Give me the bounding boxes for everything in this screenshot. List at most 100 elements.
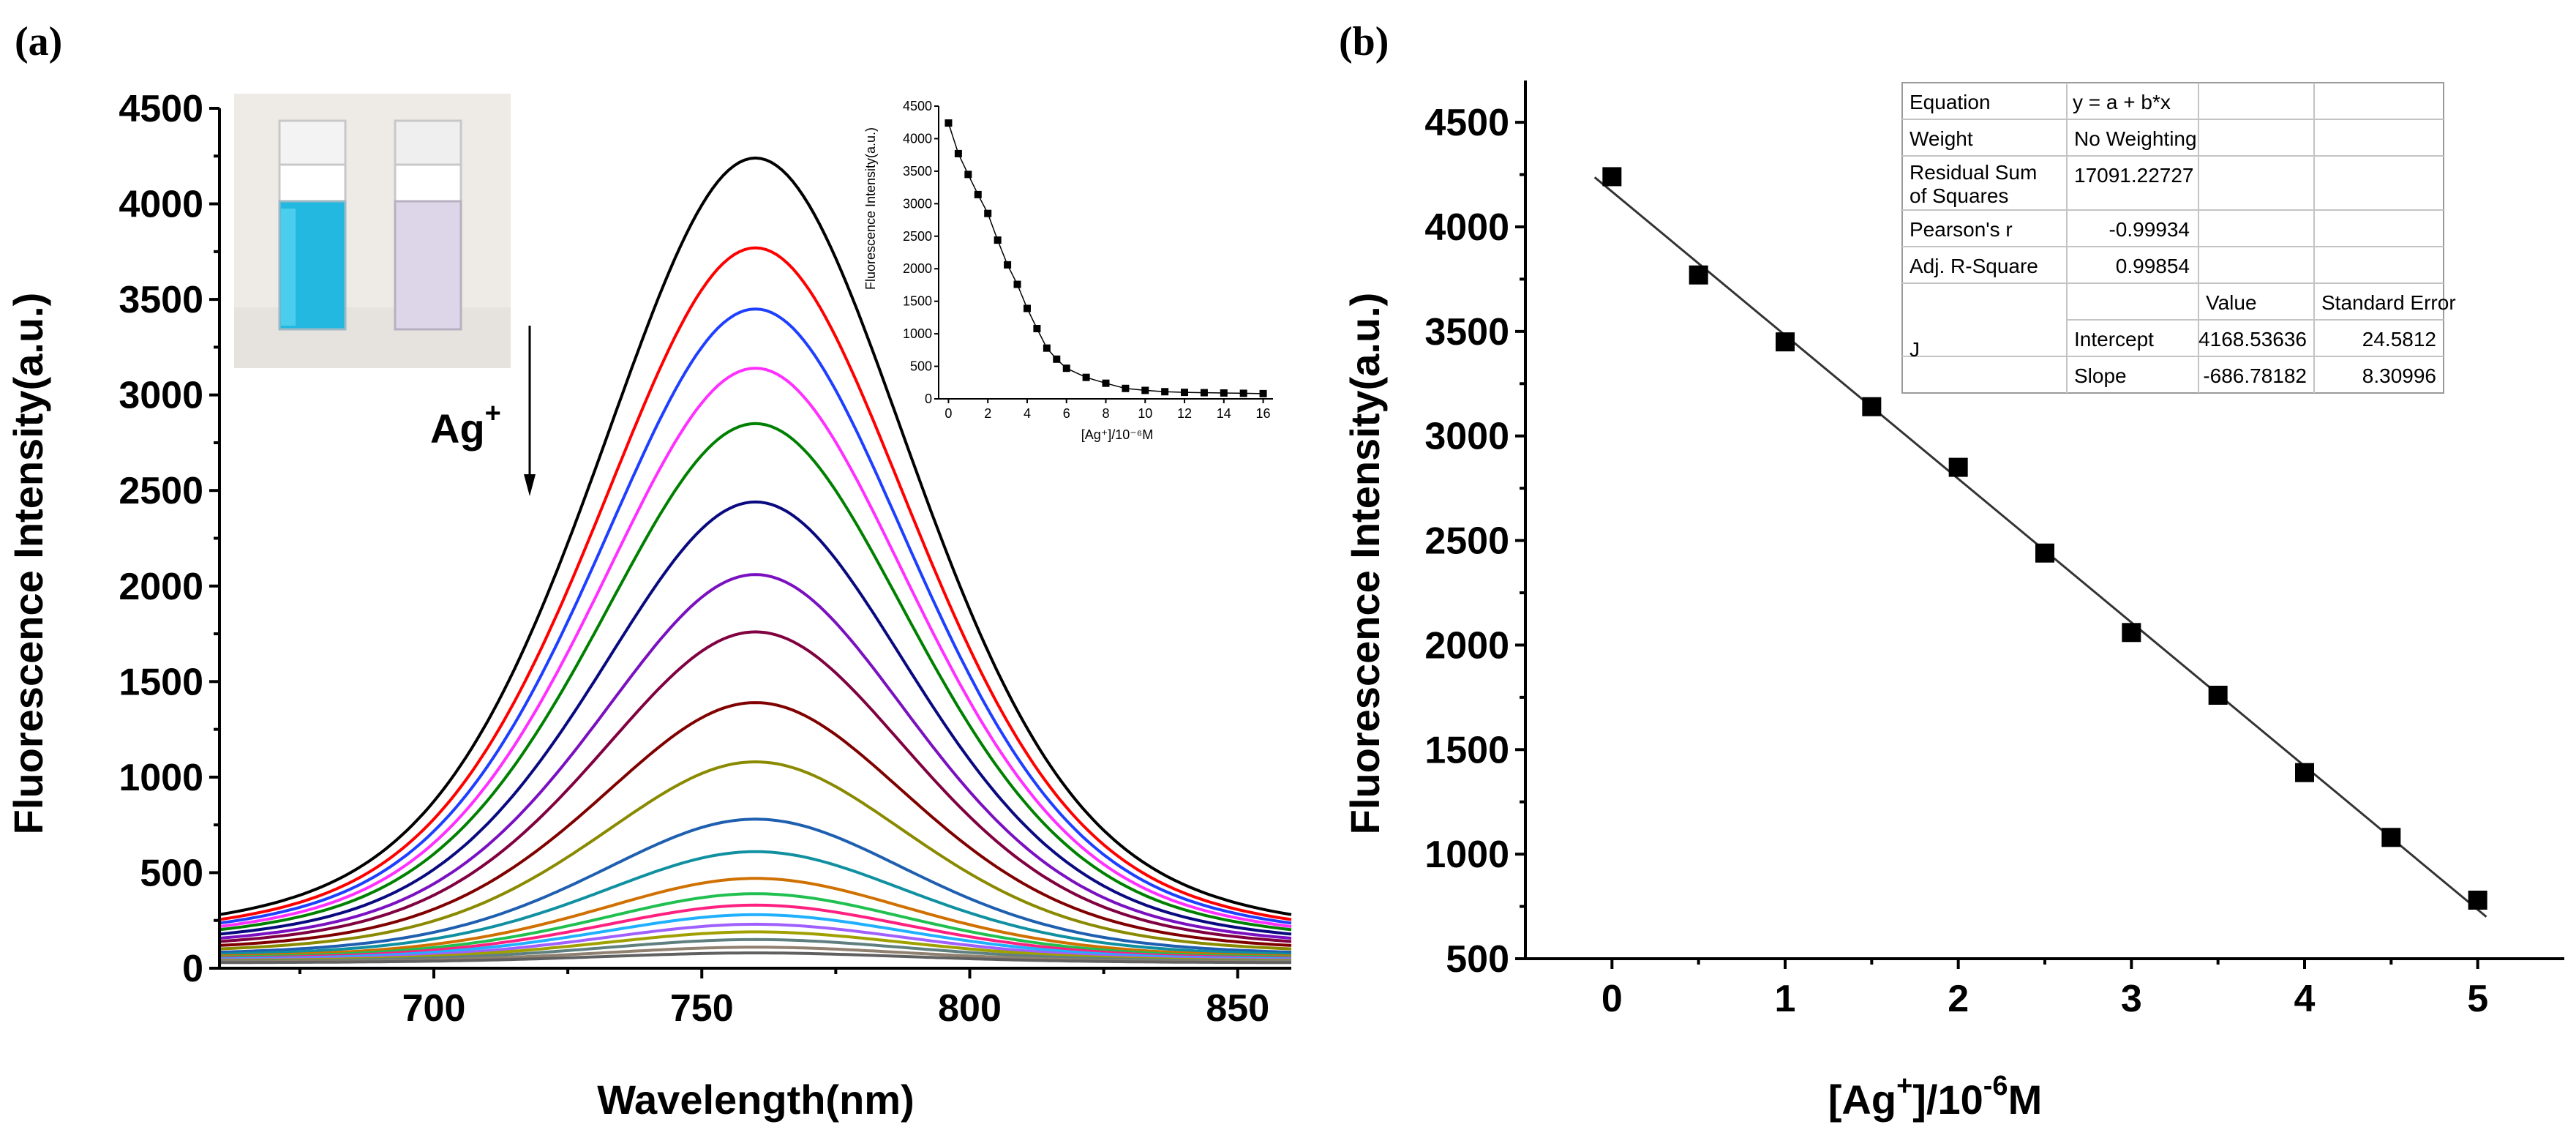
panel-b-xtick-label: 2 bbox=[1948, 978, 1969, 1020]
data-point bbox=[2035, 543, 2054, 563]
panel-a-xtick-label: 750 bbox=[670, 987, 734, 1030]
inset-xtick-label: 0 bbox=[945, 406, 952, 421]
series-4.5-curve bbox=[219, 760, 1292, 951]
inset-point bbox=[984, 209, 992, 217]
series-2.5-curve bbox=[219, 500, 1292, 936]
table-cell: -0.99934 bbox=[2109, 218, 2190, 241]
inset-point bbox=[1141, 386, 1149, 394]
inset-point bbox=[1033, 325, 1041, 332]
series-16.0-curve bbox=[219, 951, 1292, 965]
inset-xtick-label: 14 bbox=[1217, 406, 1231, 421]
table-cell: Pearson's r bbox=[1910, 218, 2013, 241]
inset-point bbox=[1181, 389, 1189, 397]
panel-label-b: (b) bbox=[1339, 19, 1389, 64]
inset-point bbox=[1161, 388, 1169, 396]
panel-b-xtick-label: 5 bbox=[2467, 978, 2488, 1020]
panel-a-ytick-label: 2000 bbox=[119, 566, 203, 608]
panel-a-xtick-label: 700 bbox=[402, 987, 466, 1030]
panel-b-ytick-label: 3000 bbox=[1424, 416, 1509, 458]
panel-b-ytick-label: 1500 bbox=[1424, 729, 1509, 771]
panel-a-ylabel: Fluorescence Intensity(a.u.) bbox=[5, 293, 51, 835]
series-0-curve bbox=[219, 156, 1292, 916]
series-1.5-curve bbox=[219, 367, 1292, 928]
table-cell: Intercept bbox=[2074, 328, 2154, 351]
series-2.0-curve bbox=[219, 422, 1292, 932]
series-6.0-curve bbox=[219, 877, 1292, 958]
panel-b-ytick-label: 1000 bbox=[1424, 834, 1509, 876]
ag-label: Ag bbox=[430, 405, 485, 452]
panel-a-xtick-label: 850 bbox=[1206, 987, 1269, 1030]
inset-point bbox=[994, 236, 1002, 244]
inset-point bbox=[964, 171, 972, 179]
series-5.5-curve bbox=[219, 850, 1292, 956]
panel-b-ytick-label: 2000 bbox=[1424, 624, 1509, 667]
table-cell: -686.78182 bbox=[2203, 364, 2307, 387]
series-4.0-curve bbox=[219, 701, 1292, 947]
inset-xtick-label: 12 bbox=[1177, 406, 1192, 421]
series-3.0-curve bbox=[219, 573, 1292, 940]
panel-b-axes: 500 1000 1500 2000 2500 3000 3500 4000 4500 0 1 2 3 4… bbox=[1424, 81, 2564, 1020]
inset-ytick-label: 3500 bbox=[903, 164, 932, 179]
panel-a-ytick-label: 1500 bbox=[119, 661, 203, 703]
series-1.0-curve bbox=[219, 307, 1292, 925]
inset-point bbox=[1102, 379, 1110, 387]
table-cell: J bbox=[1910, 338, 1920, 361]
inset-point bbox=[1200, 389, 1208, 397]
panel-b-ytick-label: 3500 bbox=[1424, 311, 1509, 353]
inset-xtick-label: 6 bbox=[1063, 406, 1070, 421]
panel-b-ylabel: Fluorescence Intensity(a.u.) bbox=[1342, 293, 1388, 835]
table-cell: 0.99854 bbox=[2116, 255, 2190, 277]
inset-point bbox=[974, 190, 982, 198]
inset-line bbox=[947, 122, 1263, 394]
inset-point bbox=[1004, 261, 1012, 269]
table-cell: 4168.53636 bbox=[2198, 328, 2307, 351]
cuvette-photo bbox=[234, 94, 511, 368]
svg-text:Ag+: Ag+ bbox=[430, 398, 501, 452]
panel-a-ytick-label: 3500 bbox=[119, 279, 203, 321]
table-cell: Standard Error bbox=[2321, 291, 2456, 314]
inset-ytick-label: 0 bbox=[925, 392, 932, 406]
panel-b-ytick-label: 4000 bbox=[1424, 206, 1509, 249]
inset-xtick-label: 4 bbox=[1024, 406, 1031, 421]
concentration-inset-chart: Fluorescence Intensity(a.u.) [Ag⁺]/10⁻⁶M… bbox=[863, 99, 1273, 442]
ag-superscript: + bbox=[485, 398, 501, 429]
panel-b-xlabel: [Ag+]/10-6M bbox=[1828, 1071, 2042, 1123]
table-cell: Adj. R-Square bbox=[1910, 255, 2038, 277]
series-7.0-curve bbox=[219, 903, 1292, 960]
series-0.5-curve bbox=[219, 246, 1292, 921]
inset-point bbox=[1122, 384, 1130, 392]
series-5.0-curve bbox=[219, 817, 1292, 954]
table-cell: Weight bbox=[1910, 127, 1973, 150]
panel-b-xtick-label: 1 bbox=[1775, 978, 1796, 1020]
xlabel-sup-2: -6 bbox=[1983, 1071, 2008, 1101]
data-point bbox=[1862, 397, 1882, 416]
inset-xlabel: [Ag⁺]/10⁻⁶M bbox=[1081, 427, 1153, 442]
table-cell: 24.5812 bbox=[2362, 328, 2436, 351]
data-point bbox=[2381, 828, 2401, 847]
panel-b-xtick-label: 4 bbox=[2294, 978, 2316, 1020]
table-cell: 17091.22727 bbox=[2074, 164, 2194, 187]
inset-point bbox=[1239, 389, 1247, 397]
table-cell: Value bbox=[2206, 291, 2257, 314]
data-point bbox=[2468, 891, 2487, 910]
data-point bbox=[1602, 167, 1622, 187]
panel-b-xtick-label: 3 bbox=[2121, 978, 2142, 1020]
inset-xtick-label: 8 bbox=[1102, 406, 1109, 421]
inset-point bbox=[945, 119, 953, 127]
data-point bbox=[1948, 457, 1968, 477]
inset-ytick-label: 1500 bbox=[903, 294, 932, 309]
table-border bbox=[1901, 82, 2444, 394]
data-point bbox=[1689, 265, 1708, 285]
panel-a-ytick-label: 4500 bbox=[119, 88, 203, 130]
inset-xtick-label: 10 bbox=[1138, 406, 1152, 421]
xlabel-sup-1: + bbox=[1896, 1071, 1912, 1101]
inset-ytick-label: 4000 bbox=[903, 131, 932, 146]
series-8.0-curve bbox=[219, 913, 1292, 961]
panel-a-ytick-label: 2500 bbox=[119, 470, 203, 512]
inset-point bbox=[1082, 373, 1090, 381]
inset-point bbox=[1062, 364, 1070, 373]
panel-b: (b) 500 1000 1500 2000 2500 3000 3500 4000 4500 0… bbox=[1339, 19, 2564, 1123]
inset-xtick-label: 2 bbox=[984, 406, 991, 421]
